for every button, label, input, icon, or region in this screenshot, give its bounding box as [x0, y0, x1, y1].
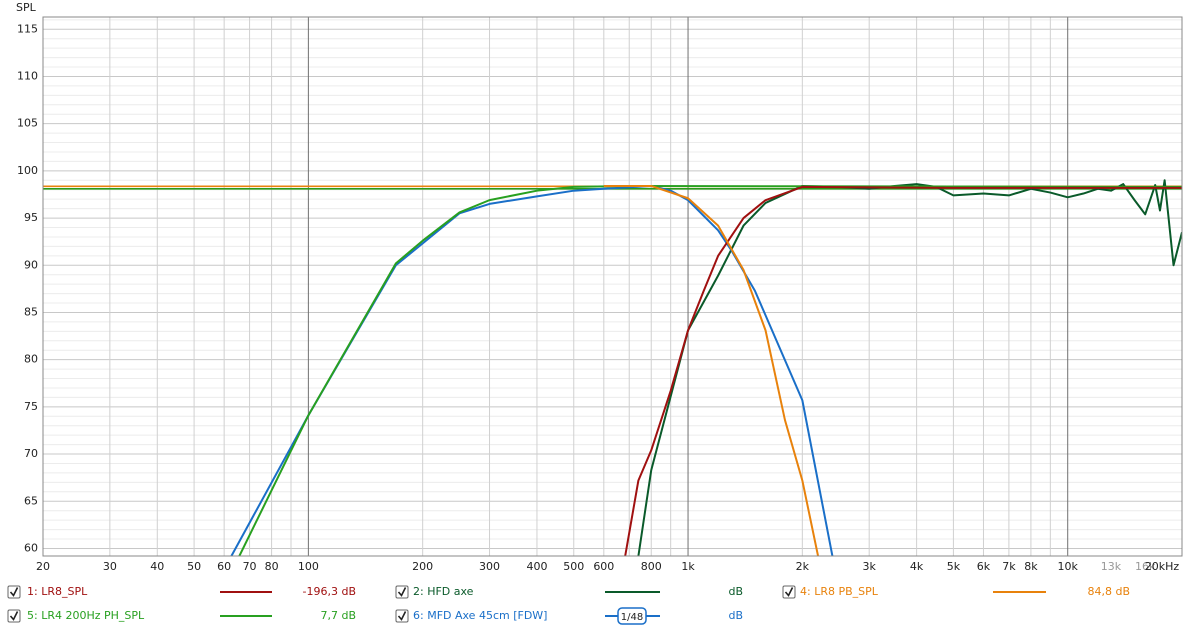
legend-label: 6: MFD Axe 45cm [FDW] [413, 609, 547, 622]
checkbox-check [784, 587, 794, 597]
x-tick-label: 10k [1058, 560, 1079, 573]
legend-label: 4: LR8 PB_SPL [800, 585, 879, 598]
x-tick-label: 6k [977, 560, 991, 573]
legend-readout: dB [728, 585, 743, 598]
x-tick-label: 300 [479, 560, 500, 573]
plot-lines [43, 179, 1182, 556]
legend-readout: -196,3 dB [303, 585, 357, 598]
y-tick-label: 85 [24, 305, 38, 318]
legend-readout: 7,7 dB [320, 609, 356, 622]
y-tick-label: 80 [24, 353, 38, 366]
plot-frame [42, 16, 1183, 557]
x-tick-label: 4k [910, 560, 924, 573]
x-tick-label: 400 [526, 560, 547, 573]
y-tick-label: 105 [17, 117, 38, 130]
grid [42, 17, 1183, 556]
legend-label: 1: LR8_SPL [27, 585, 88, 598]
x-tick-label: 30 [103, 560, 117, 573]
x-tick-label: 2k [796, 560, 810, 573]
legend-label: 2: HFD axe [413, 585, 474, 598]
x-tick-label: 13k [1101, 560, 1122, 573]
y-axis-title: SPL [16, 1, 37, 14]
y-tick-label: 65 [24, 494, 38, 507]
legend-checkbox[interactable] [395, 609, 409, 623]
x-tick-label: 40 [150, 560, 164, 573]
x-tick-label: 100 [298, 560, 319, 573]
legend: 1: LR8_SPL -196,3 dB 2: HFD axe dB 4: LR8 PB… [7, 585, 1130, 625]
x-tick-label: 80 [265, 560, 279, 573]
y-tick-label: 95 [24, 211, 38, 224]
x-tick-label: 20 [36, 560, 50, 573]
x-tick-label: 16k [1135, 560, 1156, 573]
x-tick-label: 8k [1024, 560, 1038, 573]
legend-checkbox[interactable] [7, 585, 21, 599]
checkbox-check [9, 587, 19, 597]
x-tick-label: 200 [412, 560, 433, 573]
series-line [637, 179, 1182, 556]
x-tick-label: 20kHz [1145, 560, 1180, 573]
y-tick-label: 75 [24, 400, 38, 413]
series-line [603, 184, 820, 556]
x-tick-label: 600 [593, 560, 614, 573]
x-tick-label: 70 [243, 560, 257, 573]
y-tick-label: 100 [17, 164, 38, 177]
series-line [624, 185, 1182, 556]
y-tick-label: 60 [24, 541, 38, 554]
x-tick-label: 5k [947, 560, 961, 573]
legend-readout: dB [728, 609, 743, 622]
x-tick-label: 1k [681, 560, 695, 573]
x-tick-label: 3k [863, 560, 877, 573]
checkbox-check [397, 611, 407, 621]
legend-checkbox[interactable] [395, 585, 409, 599]
checkbox-check [397, 587, 407, 597]
y-tick-label: 70 [24, 447, 38, 460]
legend-checkbox[interactable] [782, 585, 796, 599]
y-tick-label: 90 [24, 258, 38, 271]
legend-label: 5: LR4 200Hz PH_SPL [27, 609, 145, 622]
smoothing-label: 1/48 [621, 612, 643, 623]
tick-labels: 60 65 70 75 80 85 90 95 100 105 110 115 20 30 40 50 60 70… [17, 22, 1179, 573]
y-tick-label: 110 [17, 69, 38, 82]
x-tick-label: 500 [563, 560, 584, 573]
series-line [238, 184, 1182, 556]
x-tick-label: 7k [1002, 560, 1016, 573]
x-tick-label: 60 [217, 560, 231, 573]
legend-readout: 84,8 dB [1087, 585, 1130, 598]
x-tick-label: 50 [187, 560, 201, 573]
smoothing-button[interactable]: 1/48 [617, 607, 647, 625]
checkbox-check [9, 611, 19, 621]
y-tick-label: 115 [17, 22, 38, 35]
x-tick-label: 800 [641, 560, 662, 573]
smoothing-box [617, 607, 647, 625]
legend-checkbox[interactable] [7, 609, 21, 623]
